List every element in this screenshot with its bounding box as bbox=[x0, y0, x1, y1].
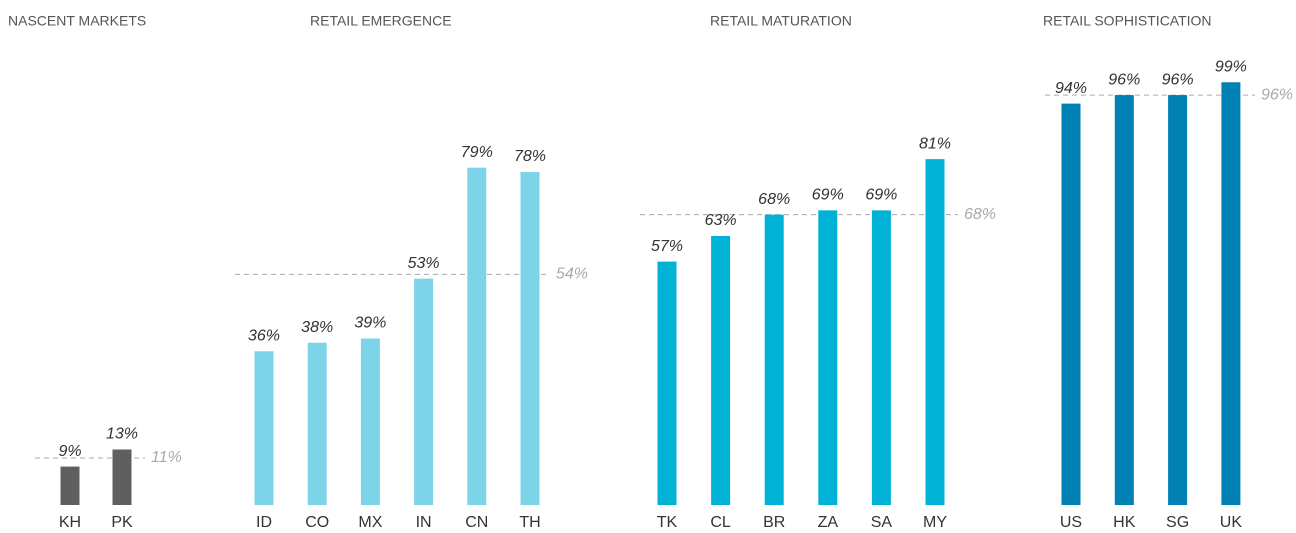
bar bbox=[60, 466, 80, 505]
x-tick-label: ZA bbox=[818, 514, 839, 531]
x-tick-label: PK bbox=[111, 514, 133, 531]
bar bbox=[360, 338, 380, 505]
x-tick-label: SA bbox=[871, 514, 893, 531]
x-tick-label: TK bbox=[657, 514, 678, 531]
average-label: 54% bbox=[556, 266, 588, 283]
x-tick-label: IN bbox=[416, 514, 432, 531]
value-label: 69% bbox=[865, 187, 897, 204]
bar bbox=[764, 214, 784, 505]
average-label: 11% bbox=[151, 449, 182, 466]
bar bbox=[1114, 95, 1134, 505]
panel-title: NASCENT MARKETS bbox=[8, 13, 146, 29]
value-label: 39% bbox=[354, 315, 386, 332]
value-label: 94% bbox=[1055, 80, 1087, 97]
value-label: 53% bbox=[408, 255, 440, 272]
bar bbox=[414, 278, 434, 505]
x-tick-label: US bbox=[1060, 514, 1082, 531]
value-label: 63% bbox=[705, 212, 737, 229]
x-tick-label: MY bbox=[923, 514, 947, 531]
average-label: 96% bbox=[1261, 86, 1293, 103]
x-tick-label: CL bbox=[710, 514, 731, 531]
bar bbox=[112, 449, 132, 505]
value-label: 13% bbox=[106, 426, 138, 443]
value-label: 78% bbox=[514, 148, 546, 165]
bar bbox=[1061, 103, 1081, 506]
bar bbox=[254, 351, 274, 505]
x-tick-label: CO bbox=[305, 514, 329, 531]
bar bbox=[520, 171, 540, 505]
bar bbox=[1221, 82, 1241, 506]
bar bbox=[871, 210, 891, 505]
value-label: 96% bbox=[1108, 71, 1140, 88]
value-label: 9% bbox=[58, 443, 81, 460]
value-label: 99% bbox=[1215, 58, 1247, 75]
x-tick-label: ID bbox=[256, 514, 272, 531]
x-tick-label: KH bbox=[59, 514, 81, 531]
value-label: 68% bbox=[758, 191, 790, 208]
x-tick-label: SG bbox=[1166, 514, 1189, 531]
bar bbox=[818, 210, 838, 505]
value-label: 96% bbox=[1162, 71, 1194, 88]
average-label: 68% bbox=[964, 206, 996, 223]
bar bbox=[307, 342, 327, 505]
x-tick-label: BR bbox=[763, 514, 785, 531]
bar bbox=[1168, 95, 1188, 505]
bar bbox=[711, 235, 731, 506]
value-label: 81% bbox=[919, 135, 951, 152]
panel-title: RETAIL EMERGENCE bbox=[310, 13, 452, 29]
panel-title: RETAIL SOPHISTICATION bbox=[1043, 13, 1212, 29]
x-tick-label: UK bbox=[1220, 514, 1243, 531]
value-label: 79% bbox=[461, 144, 493, 161]
panel-title: RETAIL MATURATION bbox=[710, 13, 852, 29]
bar bbox=[925, 159, 945, 505]
value-label: 69% bbox=[812, 187, 844, 204]
x-tick-label: TH bbox=[519, 514, 540, 531]
x-tick-label: MX bbox=[358, 514, 382, 531]
bar bbox=[657, 261, 677, 505]
bar bbox=[467, 167, 487, 506]
value-label: 36% bbox=[248, 327, 280, 344]
x-tick-label: CN bbox=[465, 514, 488, 531]
value-label: 38% bbox=[301, 319, 333, 336]
x-tick-label: HK bbox=[1113, 514, 1136, 531]
value-label: 57% bbox=[651, 238, 683, 255]
